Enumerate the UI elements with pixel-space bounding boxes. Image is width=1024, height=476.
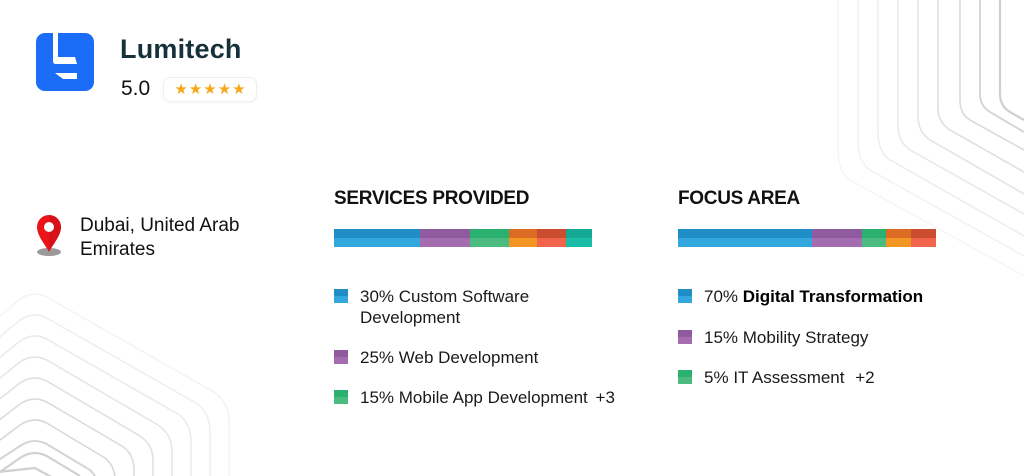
- more-services-link[interactable]: +3: [595, 388, 615, 407]
- legend-label: IT Assessment: [733, 368, 845, 387]
- legend-percent: 5%: [704, 368, 729, 387]
- legend-label: Custom Software Development: [360, 287, 530, 327]
- more-focus-link[interactable]: +2: [855, 368, 875, 387]
- services-legend-item: 30% Custom Software Development: [334, 286, 570, 328]
- location: Dubai, United Arab Emirates: [36, 214, 270, 262]
- logo-mark-icon: [53, 33, 77, 79]
- swatch-purple-icon: [334, 350, 348, 364]
- focus-area-section: FOCUS AREA 70% Digital Transformation 15…: [678, 188, 978, 387]
- map-pin-icon: [37, 215, 61, 256]
- bar-segment: [420, 229, 470, 247]
- swatch-purple-icon: [678, 330, 692, 344]
- star-icon: ★: [174, 81, 188, 98]
- bar-segment: [509, 229, 537, 247]
- star-icon: ★: [188, 81, 203, 98]
- legend-label: Mobile App Development: [398, 388, 588, 407]
- bar-segment: [470, 229, 509, 247]
- bar-segment: [678, 229, 812, 247]
- services-legend-item: 15% Mobile App Development +3: [334, 387, 615, 408]
- focus-distribution-bar: [678, 229, 936, 247]
- services-title: SERVICES PROVIDED: [334, 188, 530, 209]
- focus-legend-item: 70% Digital Transformation: [678, 286, 923, 307]
- services-provided-section: SERVICES PROVIDED 30% Custom Software De…: [334, 188, 634, 407]
- location-text: Dubai, United Arab Emirates: [80, 215, 240, 260]
- company-logo: [36, 33, 94, 91]
- star-icon: ★: [217, 81, 232, 98]
- bar-segment: [812, 229, 862, 247]
- bar-segment: [537, 229, 566, 247]
- focus-legend-item: 5% IT Assessment +2: [678, 367, 875, 388]
- swatch-blue-icon: [678, 289, 692, 303]
- bar-segment: [862, 229, 886, 247]
- star-icon: ★: [232, 81, 246, 98]
- focus-legend-item: 15% Mobility Strategy: [678, 327, 868, 348]
- bar-segment: [911, 229, 936, 247]
- legend-percent: 25%: [360, 348, 395, 367]
- legend-percent: 15%: [360, 388, 395, 407]
- swatch-green-icon: [678, 370, 692, 384]
- company-name[interactable]: Lumitech: [120, 34, 242, 64]
- bar-segment: [334, 229, 420, 247]
- rating-value: 5.0: [121, 77, 151, 100]
- bar-segment: [886, 229, 911, 247]
- swatch-green-icon: [334, 390, 348, 404]
- bar-segment: [566, 229, 592, 247]
- services-legend-item: 25% Web Development: [334, 347, 538, 368]
- legend-label: Mobility Strategy: [742, 328, 869, 347]
- services-distribution-bar: [334, 229, 592, 247]
- legend-percent: 15%: [704, 328, 739, 347]
- legend-percent: 30%: [360, 287, 395, 306]
- swatch-blue-icon: [334, 289, 348, 303]
- legend-label: Web Development: [398, 348, 539, 367]
- legend-label: Digital Transformation: [742, 287, 924, 306]
- legend-percent: 70%: [704, 287, 739, 306]
- focus-title: FOCUS AREA: [678, 188, 800, 209]
- star-icon: ★: [203, 81, 217, 98]
- star-rating-badge: ★ ★ ★ ★ ★: [164, 78, 256, 101]
- bottom-left-contours-icon: [0, 293, 230, 476]
